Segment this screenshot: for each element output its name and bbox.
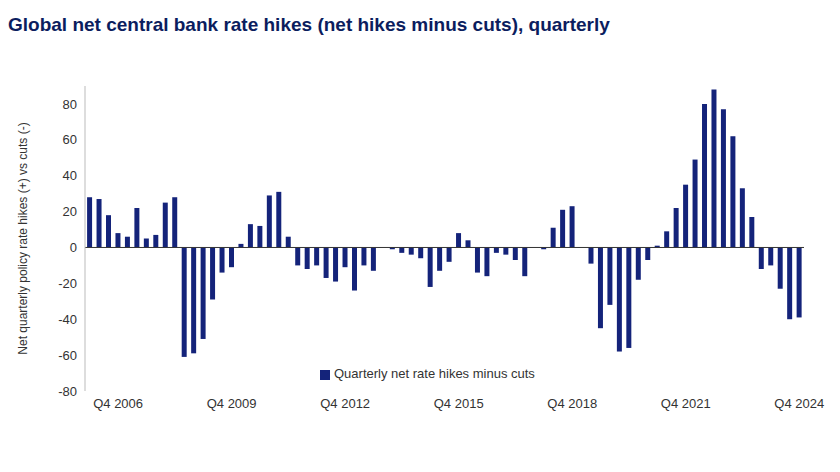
svg-text:Q4 2009: Q4 2009 <box>207 396 257 411</box>
svg-text:-40: -40 <box>58 312 77 327</box>
svg-text:0: 0 <box>70 240 77 255</box>
svg-text:20: 20 <box>63 204 77 219</box>
svg-text:Q4 2021: Q4 2021 <box>661 396 711 411</box>
svg-text:-20: -20 <box>58 276 77 291</box>
html-text:Quarterly net rate hikes minus: Quarterly net rate hikes minus cuts <box>334 366 535 381</box>
svg-text:60: 60 <box>63 132 77 147</box>
svg-text:-80: -80 <box>58 384 77 399</box>
svg-text:Q4 2006: Q4 2006 <box>93 396 143 411</box>
svg-text:80: 80 <box>63 97 77 112</box>
svg-text:Q4 2018: Q4 2018 <box>547 396 597 411</box>
svg-text:-60: -60 <box>58 348 77 363</box>
svg-text:Q4 2012: Q4 2012 <box>320 396 370 411</box>
html-text:Global net central bank rate h: Global net central bank rate hikes (net … <box>8 14 610 35</box>
svg-text:Q4 2015: Q4 2015 <box>434 396 484 411</box>
svg-text:40: 40 <box>63 168 77 183</box>
svg-text:Q4 2024: Q4 2024 <box>774 396 824 411</box>
svg-text:Net quarterly policy rate hike: Net quarterly policy rate hikes (+) vs c… <box>16 122 30 354</box>
